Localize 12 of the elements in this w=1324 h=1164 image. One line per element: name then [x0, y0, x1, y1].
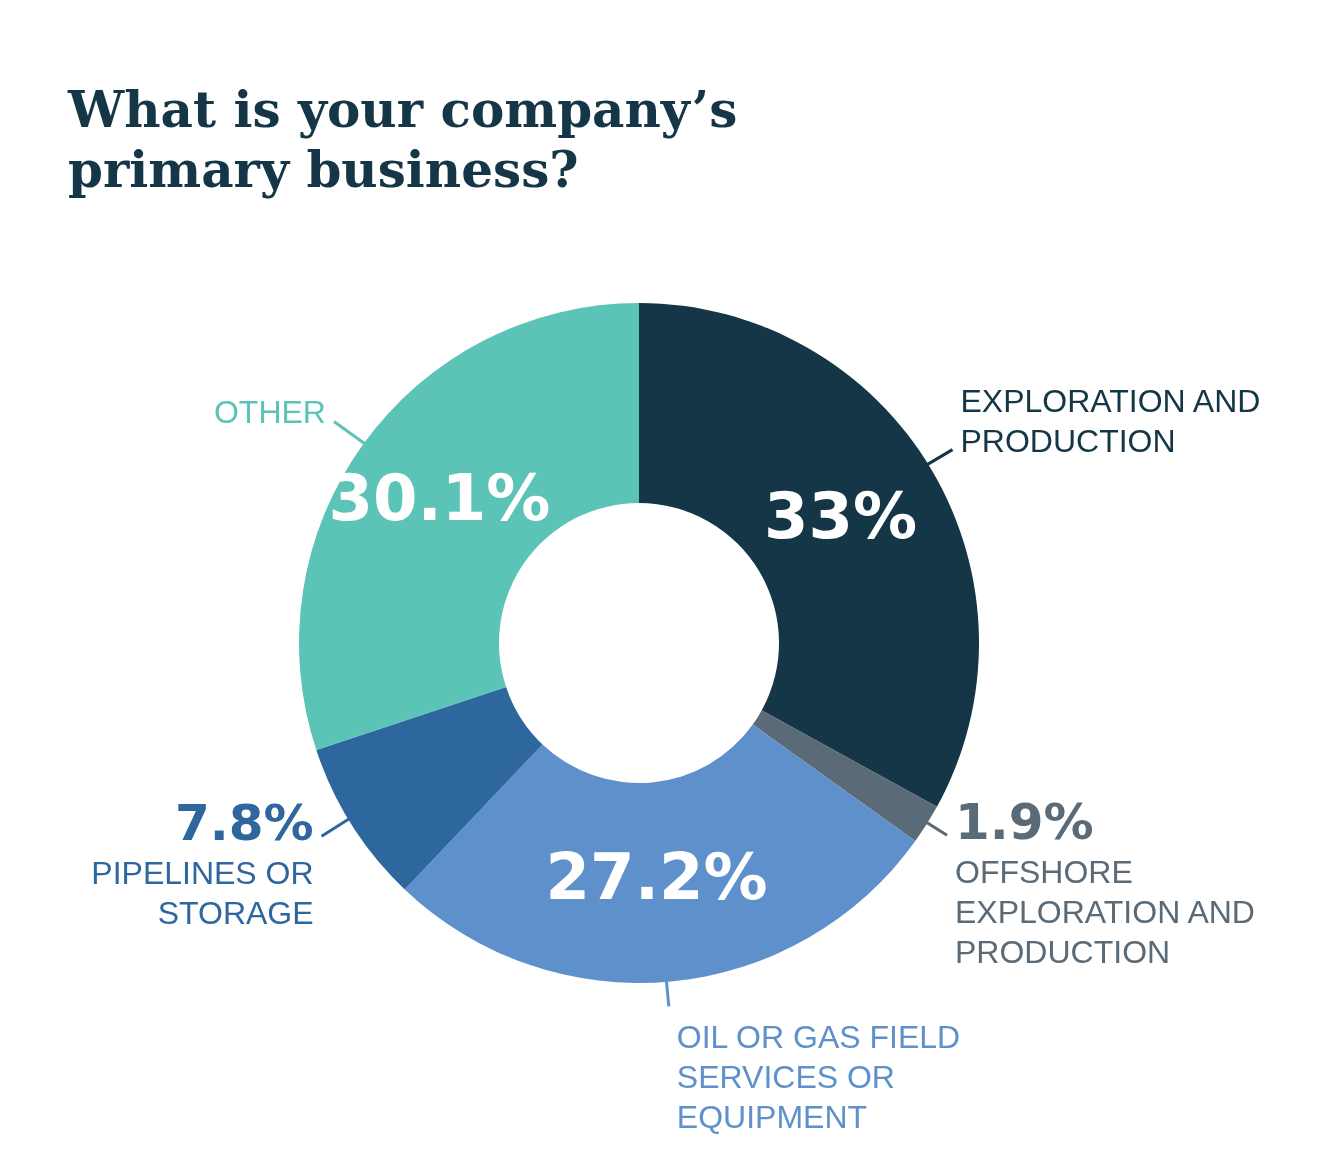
slice-label: OTHER — [213, 394, 326, 431]
chart-title: What is your company’s primary business? — [68, 80, 739, 200]
slice-label: PIPELINES OR STORAGE — [91, 855, 314, 932]
data-label: 7.8% — [174, 794, 314, 853]
slice-label: EXPLORATION AND PRODUCTION — [960, 382, 1261, 459]
donut-slice — [316, 687, 543, 890]
slice-label: OIL OR GAS FIELD SERVICES OR EQUIPMENT — [676, 1019, 961, 1136]
data-label: 27.2% — [545, 839, 768, 914]
data-label: 1.9% — [955, 793, 1094, 852]
slice-label: OFFSHORE EXPLORATION AND PRODUCTION — [955, 854, 1255, 971]
data-label: 33% — [763, 478, 918, 553]
data-label: 30.1% — [328, 460, 551, 535]
